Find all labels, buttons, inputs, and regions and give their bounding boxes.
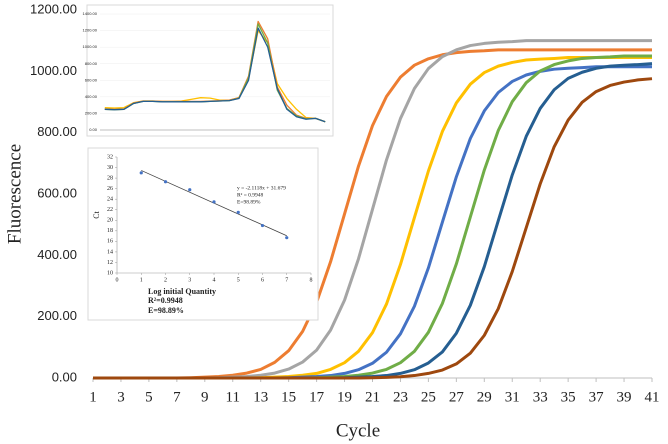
x-tick-label: 3 <box>117 389 125 405</box>
x-tick-label: 7 <box>285 277 288 283</box>
x-tick-label: 17 <box>309 389 325 405</box>
x-tick-label: 39 <box>617 389 632 405</box>
y-tick-label: 600.00 <box>37 185 77 200</box>
scatter-point <box>212 200 216 204</box>
y-tick-label: 20 <box>107 218 113 224</box>
y-tick-label: 32 <box>107 154 113 160</box>
x-tick-label: 37 <box>589 389 605 405</box>
y-tick-label: 1400.00 <box>83 11 98 16</box>
x-tick-label: 19 <box>337 389 352 405</box>
y-tick-label: 10 <box>107 270 113 276</box>
x-tick-label: 8 <box>310 277 313 283</box>
y-tick-label: 800.00 <box>37 124 77 139</box>
y-tick-label: 0.00 <box>89 127 98 132</box>
y-tick-label: 26 <box>107 186 113 192</box>
x-tick-label: 41 <box>645 389 660 405</box>
scatter-point <box>139 171 143 175</box>
y-tick-label: 14 <box>107 249 113 255</box>
x-axis-label: Log initial Quantity <box>148 287 216 296</box>
x-tick-label: 4 <box>213 277 216 283</box>
x-tick-label: 5 <box>145 389 153 405</box>
y-tick-label: 18 <box>107 228 113 234</box>
annotation: y = -2.1118x + 31.679 <box>237 185 286 191</box>
y-tick-label: 600.00 <box>85 77 98 82</box>
scatter-point <box>163 180 168 184</box>
y-tick-label: 22 <box>107 207 113 213</box>
y-tick-label: 200.00 <box>85 110 98 115</box>
series-line <box>104 27 326 123</box>
x-tick-label: 7 <box>173 389 181 405</box>
y-tick-label: 30 <box>107 165 113 171</box>
x-tick-label: 9 <box>201 389 209 405</box>
x-tick-label: 6 <box>261 277 264 283</box>
x-tick-label: 33 <box>533 389 548 405</box>
x-tick-label: 35 <box>561 389 576 405</box>
inset-background <box>86 4 334 137</box>
series-line <box>93 77 653 380</box>
scatter-point <box>260 223 265 228</box>
y-axis-label: Ct <box>92 210 101 218</box>
y-tick-label: 200.00 <box>37 308 77 323</box>
y-tick-label: 1000.00 <box>30 63 77 78</box>
note: R²=0.9948 <box>148 296 183 305</box>
x-tick-label: 31 <box>505 389 520 405</box>
y-tick-label: 0.00 <box>52 369 77 384</box>
y-tick-label: 12 <box>107 260 113 266</box>
x-tick-label: 1 <box>89 389 97 405</box>
annotation: E=98.89% <box>237 199 261 205</box>
x-tick-label: 29 <box>477 389 492 405</box>
inset-background <box>87 147 319 321</box>
y-tick-label: 1200.00 <box>30 1 77 16</box>
x-tick-label: 5 <box>237 277 240 283</box>
x-tick-label: 23 <box>393 389 408 405</box>
x-axis-label: Cycle <box>336 420 380 441</box>
y-tick-label: 16 <box>107 239 113 245</box>
y-tick-label: 400.00 <box>37 247 77 262</box>
x-tick-label: 3 <box>188 277 191 283</box>
scatter-point <box>236 210 240 214</box>
y-tick-label: 28 <box>107 175 113 181</box>
note: E=98.89% <box>148 306 184 315</box>
x-tick-label: 21 <box>365 389 380 405</box>
x-tick-label: 15 <box>281 389 296 405</box>
y-tick-label: 800.00 <box>85 61 98 66</box>
x-tick-label: 11 <box>226 389 240 405</box>
annotation: R² = 0.9948 <box>237 192 264 198</box>
scatter-point <box>188 188 192 192</box>
x-tick-label: 27 <box>449 389 465 405</box>
x-tick-label: 1 <box>140 277 143 283</box>
y-tick-label: 24 <box>107 197 113 203</box>
x-tick-label: 13 <box>253 389 268 405</box>
x-tick-label: 2 <box>164 277 167 283</box>
scatter-point <box>285 236 289 240</box>
y-tick-label: 1200.00 <box>83 28 98 33</box>
y-axis-label: Fluorescence <box>4 144 25 244</box>
y-tick-label: 400.00 <box>85 94 98 99</box>
x-tick-label: 0 <box>116 277 119 283</box>
x-tick-label: 25 <box>421 389 436 405</box>
y-tick-label: 1000.00 <box>83 44 98 49</box>
